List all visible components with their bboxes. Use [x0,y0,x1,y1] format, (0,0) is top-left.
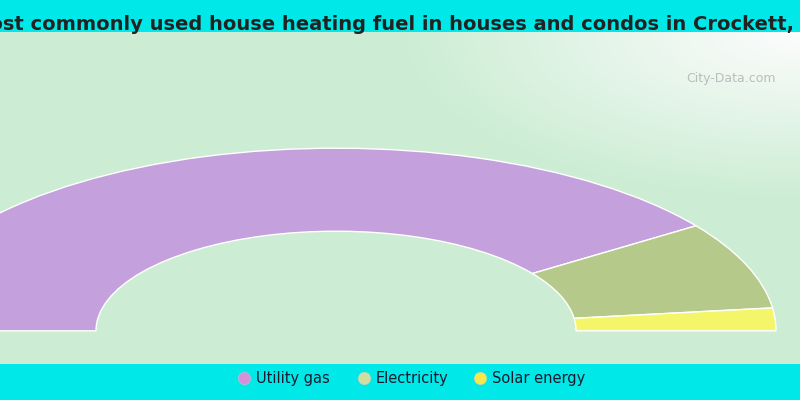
Text: Electricity: Electricity [376,370,449,386]
Text: City-Data.com: City-Data.com [686,72,776,85]
Wedge shape [532,226,773,318]
Text: Utility gas: Utility gas [256,370,330,386]
Text: Solar energy: Solar energy [492,370,586,386]
Wedge shape [574,308,776,331]
Wedge shape [0,148,696,331]
Text: Most commonly used house heating fuel in houses and condos in Crockett, CA: Most commonly used house heating fuel in… [0,14,800,34]
